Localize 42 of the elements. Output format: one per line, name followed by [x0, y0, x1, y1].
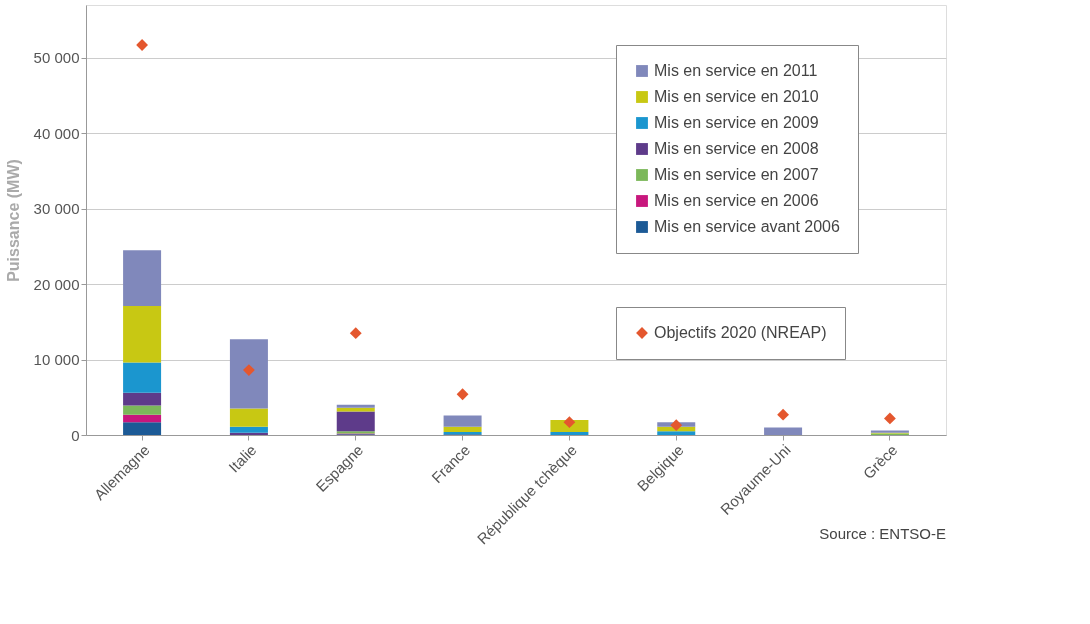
bar [229, 426, 268, 433]
y-tick-label: 0 [71, 426, 80, 444]
legend-label: Objectifs 2020 (NREAP) [654, 324, 827, 341]
bar [336, 404, 375, 408]
point [349, 327, 362, 340]
point [670, 419, 683, 432]
bar [123, 392, 162, 406]
legend-label: Mis en service en 2010 [654, 88, 819, 105]
bar [229, 408, 268, 427]
bar [657, 431, 696, 435]
legend-label: Mis en service en 2009 [654, 114, 819, 131]
bar [123, 362, 162, 393]
bar [123, 414, 162, 423]
legend-label: Mis en service en 2011 [654, 62, 818, 79]
legend-label: Mis en service en 2008 [654, 140, 819, 157]
y-axis-title: Puissance (MW) [4, 159, 22, 282]
legend-label: Mis en service en 2007 [654, 166, 819, 183]
y-tick-label: 10 000 [33, 351, 80, 369]
y-tick-label: 30 000 [33, 200, 80, 218]
bar [443, 415, 482, 427]
bar [229, 339, 268, 409]
y-tick-label: 20 000 [33, 275, 80, 293]
point [136, 39, 148, 51]
point [777, 408, 789, 421]
bar [123, 405, 162, 415]
y-tick-label: 50 000 [33, 49, 80, 67]
bar [550, 431, 589, 435]
bar [764, 427, 803, 435]
source-note: Source : ENTSO-E [819, 524, 946, 542]
bar [123, 306, 162, 363]
legend-label: Mis en service en 2006 [654, 192, 819, 209]
bar [336, 407, 375, 412]
bar [123, 250, 162, 306]
point [456, 388, 469, 401]
bar [443, 426, 482, 432]
bar [123, 422, 162, 435]
point [243, 364, 255, 377]
y-tick-label: 40 000 [33, 124, 80, 142]
point [884, 412, 896, 425]
legend-label: Mis en service avant 2006 [654, 218, 840, 235]
point [563, 416, 576, 429]
bar [336, 411, 375, 432]
